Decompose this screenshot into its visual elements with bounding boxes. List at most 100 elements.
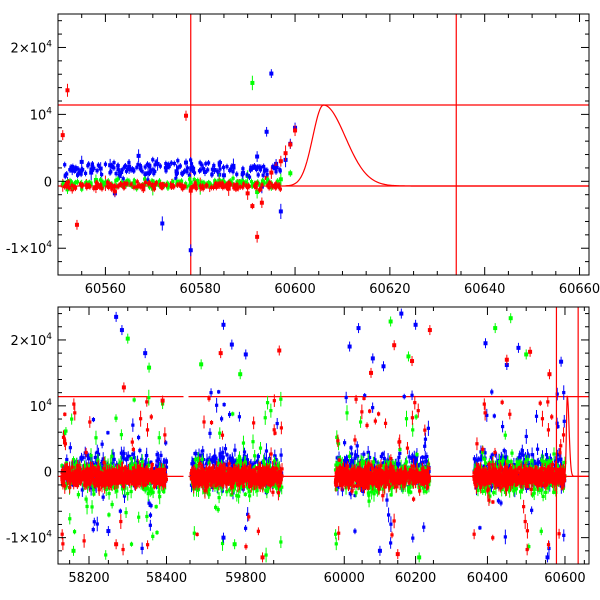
- bottom-point: [113, 481, 117, 485]
- bottom-point: [230, 485, 234, 489]
- top-cloud-point: [228, 182, 232, 186]
- top-cloud-point: [211, 185, 216, 190]
- top-point: [155, 161, 160, 166]
- top-cloud-point: [254, 184, 258, 188]
- bottom-point: [155, 453, 159, 457]
- bottom-point: [85, 454, 89, 458]
- bottom-point: [63, 412, 67, 416]
- bottom-point: [95, 522, 99, 526]
- bottom-point: [145, 543, 150, 547]
- bottom-point: [164, 465, 169, 469]
- bottom-point: [147, 463, 151, 467]
- bottom-point: [246, 486, 250, 490]
- bottom-point: [244, 545, 248, 549]
- top-cloud-point: [153, 163, 157, 167]
- bottom-point: [274, 466, 278, 470]
- bottom-point: [211, 457, 215, 461]
- bottom-point: [194, 451, 198, 456]
- top-cloud-point: [66, 180, 71, 184]
- bottom-point: [244, 526, 248, 530]
- bottom-point: [269, 452, 273, 456]
- top-point: [288, 171, 293, 176]
- top-cloud-point: [132, 179, 136, 183]
- top-point: [269, 170, 274, 175]
- bottom-point: [138, 468, 142, 472]
- bottom-point: [140, 546, 144, 550]
- top-cloud-point: [71, 168, 75, 172]
- top-cloud-point: [68, 168, 72, 172]
- bottom-point: [213, 459, 217, 463]
- bottom-point: [218, 452, 222, 456]
- bottom-point: [129, 489, 133, 494]
- bottom-point: [91, 488, 96, 492]
- bottom-point: [164, 441, 168, 445]
- bottom-plot-area: [58, 307, 589, 564]
- bottom-point: [110, 484, 114, 488]
- bottom-point: [201, 449, 205, 453]
- top-point: [98, 166, 103, 171]
- bottom-point: [220, 489, 224, 493]
- top-cloud-point: [187, 173, 192, 177]
- top-ytick-label: 104: [30, 106, 53, 123]
- bottom-point: [73, 411, 77, 415]
- top-cloud-point: [205, 184, 209, 188]
- top-cloud-point: [152, 187, 157, 191]
- top-cloud-point: [149, 168, 153, 172]
- bottom-point: [142, 473, 146, 477]
- top-cloud-point: [275, 165, 279, 170]
- top-cloud-point: [232, 186, 236, 190]
- bottom-point: [119, 451, 123, 455]
- bottom-point: [85, 485, 90, 489]
- bottom-point: [236, 483, 240, 487]
- top-cloud-point: [132, 168, 136, 172]
- bottom-point: [75, 484, 79, 488]
- top-cloud-point: [189, 168, 193, 172]
- bottom-point: [251, 440, 255, 444]
- bottom-point: [213, 485, 217, 490]
- top-cloud-point: [266, 177, 270, 182]
- top-cloud-point: [116, 167, 120, 171]
- top-cloud-point: [236, 186, 240, 190]
- bottom-point: [219, 417, 224, 421]
- top-cloud-point: [86, 184, 91, 188]
- bottom-point: [159, 453, 163, 457]
- bottom-point: [265, 401, 270, 405]
- top-cloud-point: [153, 182, 157, 186]
- top-cloud-point: [100, 173, 104, 177]
- top-cloud-point: [267, 185, 271, 190]
- top-cloud-point: [105, 180, 110, 184]
- top-cloud-point: [109, 164, 114, 168]
- bottom-point: [120, 466, 125, 470]
- bottom-point: [71, 458, 76, 462]
- top-plot-area: [58, 14, 589, 275]
- top-cloud-point: [180, 183, 184, 187]
- top-point: [283, 151, 288, 156]
- bottom-point: [200, 457, 204, 461]
- bottom-point: [218, 466, 222, 470]
- top-cloud-point: [275, 179, 280, 183]
- top-cloud-point: [147, 171, 152, 175]
- bottom-point: [196, 488, 201, 492]
- top-cloud-point: [74, 166, 78, 170]
- top-cloud-point: [130, 184, 134, 188]
- bottom-point: [279, 453, 283, 457]
- bottom-point: [85, 504, 89, 509]
- top-cloud-point: [70, 183, 74, 188]
- top-cloud-point: [127, 179, 131, 183]
- bottom-point: [263, 416, 267, 420]
- bottom-point: [197, 454, 201, 458]
- bottom-point: [194, 487, 199, 491]
- bottom-point: [96, 458, 100, 462]
- bottom-point: [74, 461, 79, 465]
- bottom-point: [233, 448, 237, 452]
- top-model-curve: [285, 104, 589, 187]
- top-point: [184, 113, 189, 118]
- bottom-point: [216, 507, 220, 512]
- bottom-point: [207, 492, 211, 496]
- top-cloud-point: [278, 187, 282, 191]
- bottom-point: [228, 477, 233, 482]
- top-cloud-point: [178, 164, 182, 168]
- bottom-point: [237, 455, 242, 459]
- top-cloud-point: [274, 182, 278, 186]
- bottom-point: [87, 457, 91, 461]
